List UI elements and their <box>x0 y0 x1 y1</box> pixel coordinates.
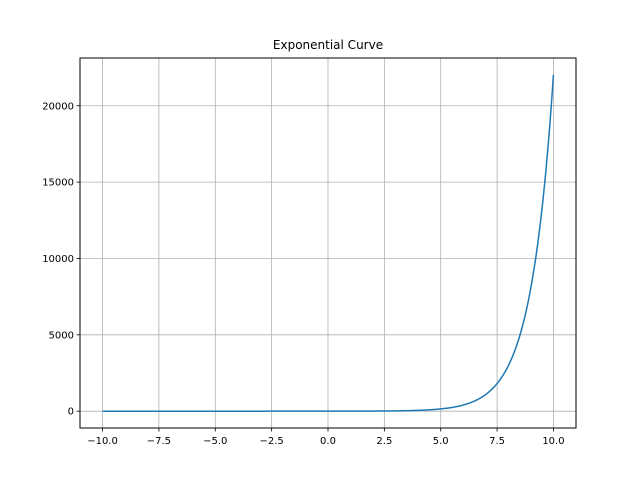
x-tick-label: −2.5 <box>259 436 283 447</box>
x-tick-label: 2.5 <box>376 436 392 447</box>
y-tick-label: 20000 <box>42 101 74 112</box>
exponential-curve-line <box>102 74 555 412</box>
x-tick-label: 0.0 <box>320 436 336 447</box>
y-tick-label: 5000 <box>49 330 74 341</box>
y-tick-label: 10000 <box>42 254 74 265</box>
x-tick-label: 5.0 <box>433 436 449 447</box>
chart-title: Exponential Curve <box>273 38 383 52</box>
x-axis: −10.0 −7.5 −5.0 −2.5 0.0 2.5 5.0 7.5 10.0 <box>87 428 565 447</box>
x-tick-label: −5.0 <box>203 436 227 447</box>
y-tick-label: 15000 <box>42 178 74 189</box>
x-tick-label: 7.5 <box>489 436 505 447</box>
plot-frame <box>79 57 577 429</box>
x-tick-label: 10.0 <box>542 436 564 447</box>
y-axis: 0 5000 10000 15000 20000 <box>42 101 80 418</box>
y-tick-label: 0 <box>68 407 74 418</box>
x-tick-label: −7.5 <box>147 436 171 447</box>
grid-lines <box>80 58 576 428</box>
x-tick-label: −10.0 <box>87 436 118 447</box>
